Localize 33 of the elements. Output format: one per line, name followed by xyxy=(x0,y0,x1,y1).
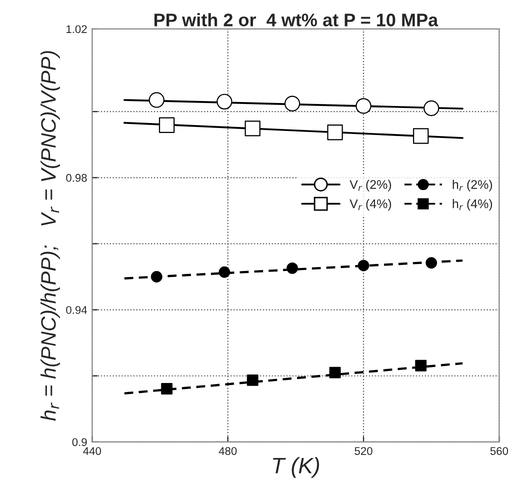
x-tick-label: 440 xyxy=(83,447,101,455)
point xyxy=(356,98,372,114)
y-tick-label: 0.94 xyxy=(66,306,87,314)
point xyxy=(244,120,260,136)
point xyxy=(218,266,230,278)
legend-label: h$_{r}$ (2%) xyxy=(452,180,492,192)
legend-label: V$_{r}$ (2%) xyxy=(350,180,392,192)
point xyxy=(415,360,427,372)
y-tick-label: 0.9 xyxy=(72,438,87,446)
point xyxy=(413,128,429,144)
x-tick-label: 520 xyxy=(354,447,372,455)
point xyxy=(284,96,300,112)
legend-label: h$_{r}$ (4%) xyxy=(452,199,492,211)
legend-label: V$_{r}$ (4%) xyxy=(350,199,392,211)
point xyxy=(327,124,343,140)
point xyxy=(246,374,258,386)
point xyxy=(426,257,438,269)
y-tick-label: 0.98 xyxy=(66,174,87,182)
point xyxy=(286,262,298,274)
x-tick-label: 560 xyxy=(490,447,508,455)
point xyxy=(329,366,341,378)
x-tick-label: 480 xyxy=(218,447,237,455)
point xyxy=(158,117,175,133)
point xyxy=(358,260,370,272)
chart-title: PP with 2 or 4 wt% at P = 10 MPa xyxy=(154,13,438,26)
point xyxy=(424,100,440,116)
point xyxy=(148,92,164,108)
y-axis-title: h$_{r}$ = h(PNC)/h(PP); V$_{r}$ = V(PNC)/V(PP) xyxy=(40,51,60,421)
y-tick-label: 1.02 xyxy=(66,25,87,34)
point xyxy=(216,94,232,110)
point xyxy=(161,383,172,394)
x-axis-title: T (K) xyxy=(272,457,320,478)
point xyxy=(150,271,162,282)
